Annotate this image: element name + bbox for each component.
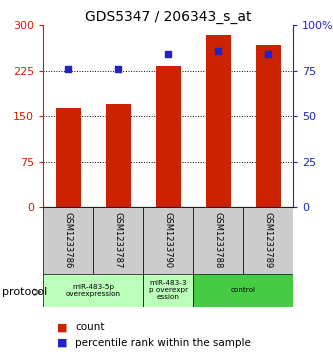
Bar: [206, 35, 231, 207]
Bar: [93, 207, 143, 274]
Text: ■: ■: [57, 322, 67, 333]
Text: percentile rank within the sample: percentile rank within the sample: [75, 338, 251, 348]
Text: count: count: [75, 322, 105, 333]
Text: protocol: protocol: [2, 287, 47, 297]
Text: control: control: [230, 287, 256, 293]
Text: ■: ■: [57, 338, 67, 348]
Bar: [43, 274, 143, 307]
Bar: [106, 104, 131, 207]
Bar: [143, 207, 193, 274]
Point: [215, 48, 221, 54]
Title: GDS5347 / 206343_s_at: GDS5347 / 206343_s_at: [85, 11, 251, 24]
Bar: [193, 274, 293, 307]
Bar: [143, 274, 193, 307]
Point: [116, 66, 121, 72]
Text: miR-483-5p
overexpression: miR-483-5p overexpression: [66, 284, 121, 297]
Bar: [193, 207, 243, 274]
Text: GSM1233786: GSM1233786: [64, 212, 73, 269]
Text: GSM1233787: GSM1233787: [114, 212, 123, 269]
Point: [265, 52, 271, 57]
Text: GSM1233789: GSM1233789: [263, 212, 273, 269]
Bar: [43, 207, 93, 274]
Point: [166, 52, 171, 57]
Bar: [156, 66, 180, 207]
Text: GSM1233788: GSM1233788: [213, 212, 223, 269]
Bar: [243, 207, 293, 274]
Bar: [56, 108, 81, 207]
Point: [66, 66, 71, 72]
Bar: [256, 45, 281, 207]
Text: miR-483-3
p overexpr
ession: miR-483-3 p overexpr ession: [149, 280, 188, 301]
Text: GSM1233790: GSM1233790: [164, 212, 173, 269]
